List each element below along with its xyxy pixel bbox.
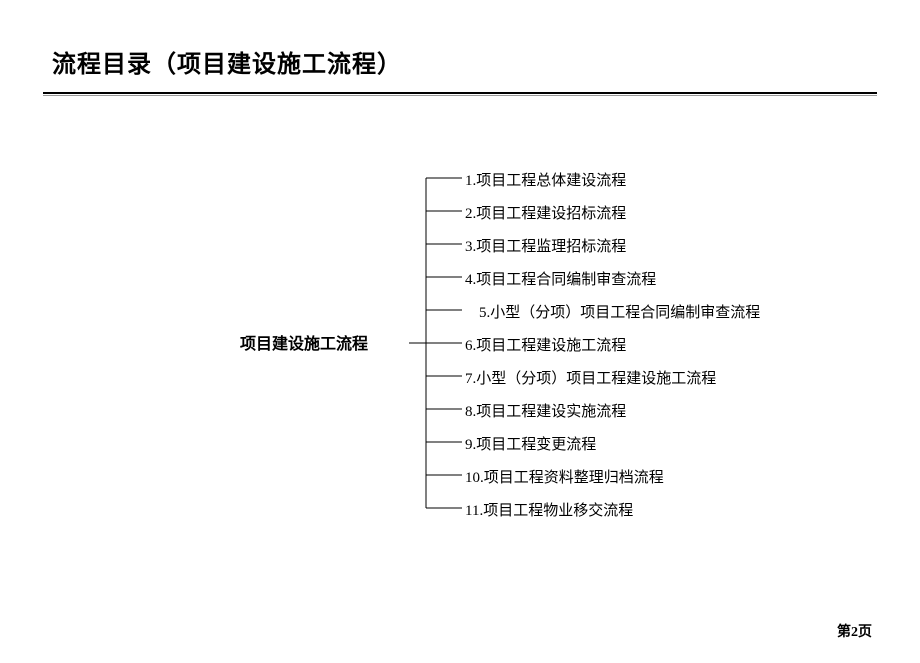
tree-root-label: 项目建设施工流程 <box>240 330 368 354</box>
page-number: 第2页 <box>837 621 872 641</box>
tree-leaf: 3.项目工程监理招标流程 <box>465 235 626 256</box>
tree-leaf: 4.项目工程合同编制审查流程 <box>465 268 656 289</box>
tree-leaf: 5.小型（分项）项目工程合同编制审查流程 <box>479 301 760 322</box>
page-header: 流程目录（项目建设施工流程） <box>52 44 402 79</box>
header-divider-bottom <box>43 95 877 96</box>
tree-leaf: 7.小型（分项）项目工程建设施工流程 <box>465 367 716 388</box>
tree-leaf: 1.项目工程总体建设流程 <box>465 169 626 190</box>
tree-leaf: 9.项目工程变更流程 <box>465 433 596 454</box>
tree-connector-svg <box>409 175 466 512</box>
page-title: 流程目录（项目建设施工流程） <box>52 44 402 79</box>
header-divider-top <box>43 92 877 94</box>
tree-leaf: 6.项目工程建设施工流程 <box>465 334 626 355</box>
tree-leaf: 2.项目工程建设招标流程 <box>465 202 626 223</box>
tree-leaf: 10.项目工程资料整理归档流程 <box>465 466 664 487</box>
tree-leaf: 11.项目工程物业移交流程 <box>465 499 633 520</box>
tree-leaf: 8.项目工程建设实施流程 <box>465 400 626 421</box>
